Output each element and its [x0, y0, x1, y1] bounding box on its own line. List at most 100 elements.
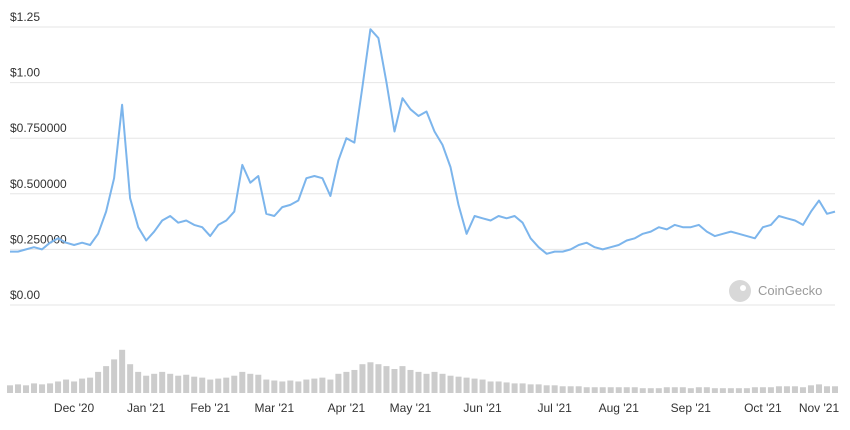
volume-bar: [511, 383, 518, 393]
volume-bar: [63, 379, 70, 393]
volume-bar: [247, 373, 254, 393]
volume-bar: [695, 387, 702, 393]
x-tick-label: Nov '21: [799, 401, 840, 415]
volume-bar: [303, 379, 310, 393]
volume-bar: [455, 376, 462, 393]
y-tick-label: $0.250000: [10, 232, 67, 246]
volume-bar: [263, 379, 270, 393]
volume-bar: [79, 378, 86, 393]
volume-bar: [343, 371, 350, 393]
volume-bar: [103, 366, 110, 393]
volume-bar: [207, 379, 214, 393]
volume-bar: [607, 387, 614, 393]
y-tick-label: $0.750000: [10, 121, 67, 135]
volume-bar: [823, 386, 830, 393]
volume-bar: [23, 385, 30, 393]
volume-bar: [271, 380, 278, 393]
y-tick-label: $0.500000: [10, 177, 67, 191]
volume-bar: [743, 388, 750, 393]
watermark: CoinGecko: [729, 280, 822, 302]
x-tick-label: Oct '21: [744, 401, 782, 415]
watermark-text: CoinGecko: [758, 283, 822, 298]
volume-bar: [407, 369, 414, 393]
volume-bar: [703, 387, 710, 393]
volume-bar: [551, 385, 558, 393]
price-line: [10, 28, 836, 255]
volume-bar: [143, 375, 150, 393]
volume-bar: [167, 373, 174, 393]
volume-bar: [831, 386, 839, 393]
volume-bar: [559, 386, 566, 393]
volume-bar: [175, 375, 182, 393]
volume-bar: [639, 388, 646, 393]
volume-bar: [567, 386, 574, 393]
volume-bar: [231, 375, 238, 393]
volume-bar: [223, 377, 230, 393]
volume-bar: [31, 383, 38, 393]
volume-bar: [503, 382, 510, 393]
y-tick-label: $1.25: [10, 10, 40, 24]
volume-bar: [711, 388, 718, 393]
volume-bar: [767, 387, 774, 393]
volume-bar: [527, 384, 534, 393]
volume-bar: [319, 377, 326, 393]
volume-bar: [359, 364, 366, 393]
volume-bar: [751, 387, 758, 393]
volume-bar: [431, 371, 438, 393]
volume-bar: [255, 374, 262, 393]
volume-bar: [671, 387, 678, 393]
volume-bar: [543, 385, 550, 393]
volume-bar: [623, 387, 630, 393]
volume-bar: [391, 369, 398, 393]
x-tick-label: Mar '21: [255, 401, 295, 415]
volume-bar: [583, 387, 590, 393]
volume-bar: [6, 385, 14, 393]
x-tick-label: Dec '20: [54, 401, 95, 415]
volume-bar: [463, 377, 470, 393]
watermark-logo-eye: [740, 285, 746, 291]
volume-bar: [487, 381, 494, 393]
volume-bar: [471, 378, 478, 393]
volume-bar: [807, 385, 814, 393]
volume-bar: [615, 387, 622, 393]
volume-bar: [439, 373, 446, 393]
volume-bar: [519, 383, 526, 393]
volume-bar: [311, 378, 318, 393]
volume-bar: [687, 388, 694, 393]
volume-bar: [591, 387, 598, 393]
volume-bar: [295, 381, 302, 393]
volume-bar: [279, 381, 286, 393]
volume-bar: [71, 381, 78, 393]
volume-bar: [535, 384, 542, 393]
volume-bar: [135, 371, 142, 393]
x-tick-label: Jun '21: [463, 401, 502, 415]
volume-bar: [647, 388, 654, 393]
volume-bar: [759, 387, 766, 393]
volume-bar: [55, 381, 62, 393]
volume-bar: [39, 384, 46, 393]
volume-bar: [327, 379, 334, 393]
volume-bar: [479, 379, 486, 393]
volume-bar: [159, 371, 166, 393]
volume-bar: [47, 383, 54, 393]
volume-bar: [447, 375, 454, 393]
plot: $0.00 $0.250000 $0.500000 $0.750000 $1.00 $1.…: [6, 10, 840, 415]
volume-bar: [119, 349, 126, 393]
volume-bar: [287, 380, 294, 393]
volume-bar: [191, 376, 198, 393]
x-tick-label: Jan '21: [127, 401, 166, 415]
volume-bar: [183, 374, 190, 393]
volume-bar: [599, 387, 606, 393]
x-tick-label: May '21: [390, 401, 432, 415]
volume-bar: [415, 371, 422, 393]
watermark-logo: [729, 280, 751, 302]
y-tick-label: $1.00: [10, 66, 40, 80]
volume-bar: [215, 378, 222, 393]
volume-bar: [375, 364, 382, 393]
volume-bar: [663, 387, 670, 393]
volume-bar: [775, 386, 782, 393]
volume-bar: [111, 359, 118, 393]
volume-bar: [423, 373, 430, 393]
